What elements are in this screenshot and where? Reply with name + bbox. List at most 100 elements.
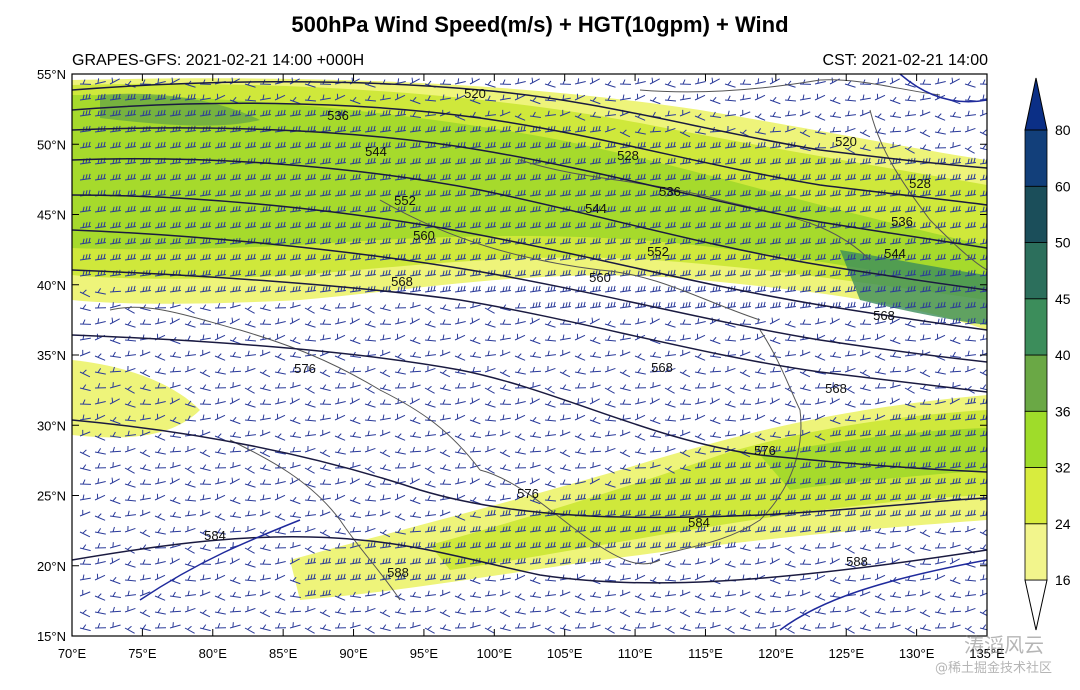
wind-barb	[604, 126, 616, 133]
wind-barb	[874, 353, 886, 361]
wind-barb	[814, 285, 826, 293]
wind-barb	[559, 369, 571, 378]
wind-barb	[694, 333, 706, 341]
wind-barb	[169, 221, 181, 229]
wind-barb	[979, 129, 987, 136]
contour-label: 568	[651, 360, 673, 375]
wind-barb	[244, 253, 256, 261]
wind-barb	[409, 77, 420, 85]
wind-barb	[574, 269, 586, 277]
wind-barb	[844, 301, 856, 309]
wind-barb	[694, 113, 706, 121]
wind-barb	[229, 336, 241, 345]
wind-barb	[904, 95, 917, 102]
wind-barb	[919, 369, 931, 378]
wind-barb	[229, 397, 240, 405]
wind-barb	[574, 78, 586, 85]
wind-barb	[454, 189, 466, 197]
wind-barb	[289, 285, 301, 293]
contour-label: 576	[517, 486, 539, 501]
wind-barb	[799, 285, 811, 293]
wind-barb	[844, 350, 856, 357]
wind-barb	[934, 78, 946, 85]
wind-barb	[649, 221, 661, 229]
wind-barb	[634, 205, 646, 213]
wind-barb	[859, 129, 871, 138]
wind-barb	[124, 285, 136, 293]
wind-barb	[154, 353, 166, 361]
wind-barb	[109, 286, 122, 293]
contour-label: 552	[394, 193, 416, 208]
wind-barb	[469, 382, 481, 389]
wind-barb	[424, 173, 436, 181]
wind-barb	[214, 205, 226, 213]
wind-barb	[454, 78, 466, 85]
wind-barb	[514, 189, 526, 197]
wind-barb	[514, 333, 526, 341]
wind-barb	[139, 173, 151, 181]
wind-barb	[139, 79, 152, 85]
wind-barb	[244, 335, 257, 342]
wind-barb	[439, 221, 451, 229]
wind-barb	[694, 301, 706, 309]
wind-barb	[259, 173, 271, 181]
wind-barb	[604, 157, 616, 165]
wind-barb	[709, 382, 721, 389]
wind-barb	[829, 397, 840, 405]
wind-barb	[79, 93, 91, 101]
wind-barb	[799, 319, 812, 325]
wind-barb	[334, 333, 346, 341]
wind-barb	[124, 366, 136, 373]
wind-barb	[109, 366, 122, 373]
wind-barb	[694, 221, 706, 229]
wind-barb	[934, 269, 946, 277]
wind-barb	[544, 366, 556, 373]
wind-barb	[844, 173, 856, 181]
wind-barb	[709, 111, 721, 119]
wind-barb	[379, 205, 391, 213]
wind-barb	[859, 334, 871, 341]
wind-barb	[949, 205, 961, 213]
wind-barb	[874, 93, 886, 101]
wind-barb	[529, 141, 541, 149]
wind-barb	[274, 173, 286, 181]
wind-barb	[499, 384, 511, 392]
wind-barb	[604, 285, 616, 293]
wind-barb	[634, 353, 646, 361]
wind-barb	[334, 141, 346, 149]
wind-barb	[649, 237, 661, 245]
wind-barb	[904, 126, 916, 133]
contour-label: 544	[585, 201, 607, 216]
colorbar: 16 24 32 36 40 45 50 60 80	[1024, 77, 1071, 631]
wind-barb	[124, 350, 136, 357]
wind-barb	[544, 141, 556, 149]
wind-barb	[439, 384, 451, 392]
wind-barb	[259, 369, 271, 378]
jet-strong-south	[760, 428, 987, 490]
wind-barb	[814, 318, 826, 325]
wind-barb	[574, 125, 586, 133]
wind-barb	[844, 189, 856, 197]
wind-barb	[514, 113, 526, 121]
wind-barb	[304, 366, 316, 373]
wind-barb	[934, 317, 946, 325]
wind-barb	[199, 304, 211, 312]
wind-barb	[349, 109, 361, 117]
wind-barb	[589, 221, 601, 229]
jet-max-west	[100, 93, 260, 126]
wind-barb	[694, 128, 706, 135]
wind-barb	[409, 285, 421, 293]
wind-barb	[349, 366, 362, 373]
wind-barb	[469, 336, 481, 345]
wind-barb	[379, 157, 391, 165]
wind-barb	[589, 125, 601, 133]
wind-barb	[94, 109, 106, 117]
wind-barb	[874, 398, 886, 405]
wind-barb	[169, 285, 181, 293]
wind-barb	[784, 157, 796, 165]
wind-barb	[769, 157, 781, 165]
wind-barb	[214, 285, 226, 293]
wind-barb	[79, 79, 92, 85]
wind-barb	[364, 157, 376, 165]
